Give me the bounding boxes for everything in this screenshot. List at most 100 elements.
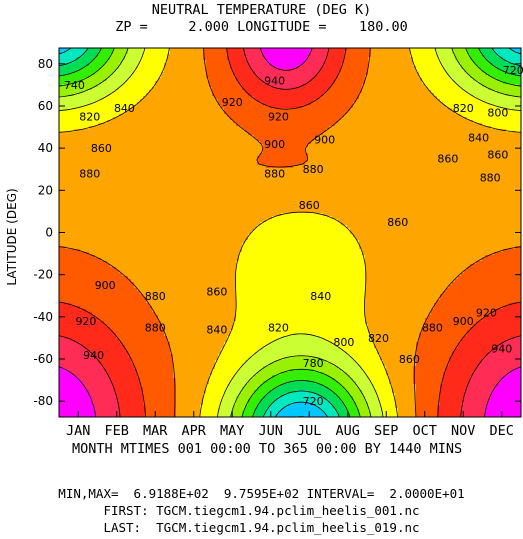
field-cell bbox=[125, 54, 129, 58]
field-cell bbox=[512, 72, 516, 76]
field-cell bbox=[206, 123, 210, 127]
field-cell bbox=[272, 105, 276, 109]
field-cell bbox=[212, 102, 216, 106]
field-cell bbox=[92, 138, 96, 142]
field-cell bbox=[314, 126, 318, 130]
field-cell bbox=[512, 114, 516, 118]
field-cell bbox=[311, 78, 315, 82]
field-cell bbox=[443, 81, 447, 85]
field-cell bbox=[167, 120, 171, 124]
field-cell bbox=[245, 108, 249, 112]
field-cell bbox=[224, 123, 228, 127]
field-cell bbox=[431, 132, 435, 136]
field-cell bbox=[317, 66, 321, 70]
field-cell bbox=[80, 84, 84, 88]
field-cell bbox=[89, 48, 93, 52]
field-cell bbox=[149, 87, 153, 91]
field-cell bbox=[461, 75, 465, 79]
field-cell bbox=[281, 114, 285, 118]
field-cell bbox=[389, 66, 393, 70]
field-cell bbox=[377, 111, 381, 115]
field-cell bbox=[257, 69, 261, 73]
chart-title: NEUTRAL TEMPERATURE (DEG K) bbox=[151, 2, 372, 18]
field-cell bbox=[263, 93, 267, 97]
field-cell bbox=[452, 84, 456, 88]
field-cell bbox=[476, 60, 480, 64]
field-cell bbox=[104, 48, 108, 52]
field-cell bbox=[200, 135, 204, 139]
field-cell bbox=[176, 126, 180, 130]
field-cell bbox=[398, 102, 402, 106]
field-cell bbox=[482, 99, 486, 103]
field-cell bbox=[248, 96, 252, 100]
field-cell bbox=[362, 120, 366, 124]
field-cell bbox=[284, 51, 288, 55]
field-cell bbox=[446, 63, 450, 67]
field-cell bbox=[293, 123, 297, 127]
field-cell bbox=[515, 66, 519, 70]
field-cell bbox=[443, 60, 447, 64]
field-cell bbox=[278, 99, 282, 103]
field-cell bbox=[221, 75, 225, 79]
field-cell bbox=[503, 66, 507, 70]
field-cell bbox=[476, 48, 480, 52]
field-cell bbox=[401, 72, 405, 76]
field-cell bbox=[125, 66, 129, 70]
field-cell bbox=[353, 129, 357, 133]
field-cell bbox=[164, 57, 168, 61]
field-cell bbox=[347, 87, 351, 91]
field-cell bbox=[512, 129, 516, 133]
field-cell bbox=[377, 81, 381, 85]
field-cell bbox=[164, 102, 168, 106]
field-cell bbox=[242, 126, 246, 130]
field-cell bbox=[137, 123, 141, 127]
field-cell bbox=[101, 63, 105, 67]
field-cell bbox=[314, 120, 318, 124]
field-cell bbox=[245, 126, 249, 130]
field-cell bbox=[287, 96, 291, 100]
field-cell bbox=[104, 75, 108, 79]
field-cell bbox=[356, 81, 360, 85]
field-cell bbox=[104, 117, 108, 121]
field-cell bbox=[236, 126, 240, 130]
field-cell bbox=[359, 84, 363, 88]
field-cell bbox=[122, 51, 126, 55]
field-cell bbox=[476, 105, 480, 109]
field-cell bbox=[458, 141, 462, 145]
field-cell bbox=[395, 126, 399, 130]
field-cell bbox=[203, 72, 207, 76]
field-cell bbox=[281, 72, 285, 76]
field-cell bbox=[461, 105, 465, 109]
field-cell bbox=[248, 105, 252, 109]
field-cell bbox=[179, 123, 183, 127]
field-cell bbox=[206, 93, 210, 97]
field-cell bbox=[308, 87, 312, 91]
field-cell bbox=[422, 63, 426, 67]
field-cell bbox=[83, 132, 87, 136]
field-cell bbox=[134, 129, 138, 133]
field-cell bbox=[416, 69, 420, 73]
field-cell bbox=[317, 57, 321, 61]
field-cell bbox=[122, 72, 126, 76]
field-cell bbox=[113, 114, 117, 118]
field-cell bbox=[131, 78, 135, 82]
field-cell bbox=[266, 129, 270, 133]
field-cell bbox=[71, 105, 75, 109]
field-cell bbox=[518, 87, 522, 91]
field-cell bbox=[428, 132, 432, 136]
field-cell bbox=[320, 87, 324, 91]
field-cell bbox=[377, 48, 381, 52]
field-cell bbox=[326, 111, 330, 115]
field-cell bbox=[182, 129, 186, 133]
field-cell bbox=[407, 111, 411, 115]
field-cell bbox=[272, 48, 276, 52]
field-cell bbox=[452, 78, 456, 82]
field-cell bbox=[344, 114, 348, 118]
field-cell bbox=[491, 105, 495, 109]
field-cell bbox=[107, 90, 111, 94]
field-cell bbox=[191, 123, 195, 127]
field-cell bbox=[167, 123, 171, 127]
field-cell bbox=[287, 87, 291, 91]
field-cell bbox=[239, 114, 243, 118]
field-cell bbox=[383, 54, 387, 58]
